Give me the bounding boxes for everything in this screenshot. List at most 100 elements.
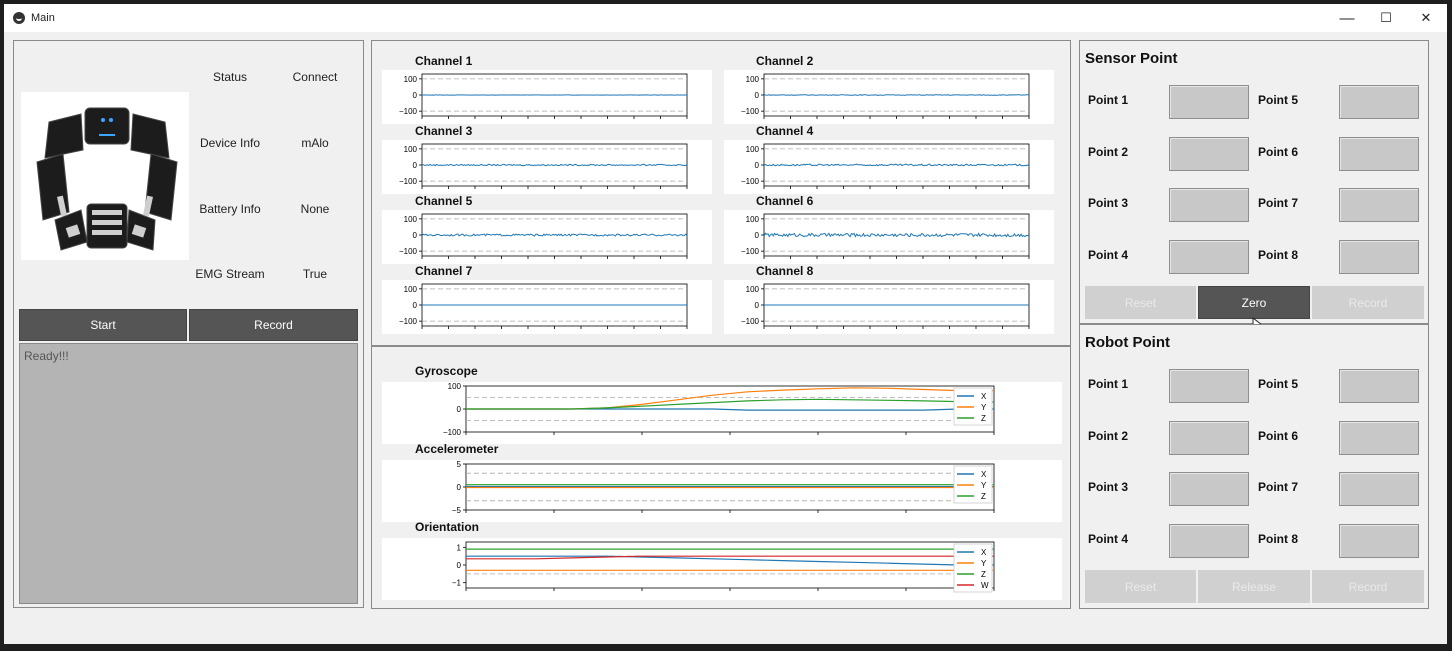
main-window: Main — ☐ ✕ (4, 4, 1447, 644)
sensor-point-8-label: Point 8 (1258, 247, 1299, 262)
device-info-label: Device Info (199, 136, 261, 150)
orientation-series-x-line (466, 555, 994, 566)
robot-point-2-label: Point 2 (1088, 428, 1129, 443)
record-button[interactable]: Record (189, 309, 358, 341)
channel-1-tick-label: 100 (404, 75, 418, 84)
orientation-tick-label: 0 (457, 561, 462, 570)
robot-point-7-label: Point 7 (1258, 480, 1299, 494)
channel-6-tick-label: 0 (755, 231, 760, 240)
log-output[interactable]: Ready!!! (19, 343, 358, 604)
channel-8-title: Channel 8 (756, 264, 814, 278)
sensor-point-4-button[interactable] (1169, 239, 1249, 274)
robot-point-8-label: Point 8 (1258, 531, 1299, 546)
accelerometer-legend-label: X (981, 470, 987, 479)
sensor-point-5-label: Point 5 (1258, 93, 1299, 107)
title-bar: Main — ☐ ✕ (4, 4, 1447, 32)
sensor-point-3-button[interactable] (1169, 188, 1249, 222)
robot-point-6-button[interactable] (1339, 420, 1419, 455)
window-title: Main (31, 12, 55, 24)
orientation-plot: 1 0 −1 X Y Z W (382, 538, 1062, 600)
gyroscope-tick-label: 100 (448, 382, 462, 391)
orientation-legend-label: X (981, 548, 987, 557)
accelerometer-chart-title: Accelerometer (415, 442, 499, 456)
sensor-point-8-button[interactable] (1339, 239, 1419, 274)
battery-info-label: Battery Info (199, 202, 261, 216)
sensor-point-7-button[interactable] (1339, 188, 1419, 222)
channel-5-plot: 100 0 −100 (382, 210, 712, 264)
accelerometer-tick-label: 5 (457, 460, 462, 469)
sensor-point-1-label: Point 1 (1088, 93, 1129, 107)
orientation-legend-label: Z (981, 570, 986, 579)
channel-3-tick-label: 0 (413, 161, 418, 170)
robot-point-7-button[interactable] (1339, 472, 1419, 506)
channel-5-tick-label: 100 (404, 215, 418, 224)
channel-3-signal-line (421, 163, 688, 167)
robot-point-3-label: Point 3 (1088, 480, 1129, 494)
channel-3-tick-label: 100 (404, 145, 418, 154)
emg-panel: Channel 1 100 0 −100 Channel 2 100 0 −100 Channe… (371, 40, 1071, 346)
imu-panel: Gyroscope 100 0 −100 X Y Z Accelerometer 5 0 −5 X Y Z… (371, 346, 1071, 609)
armband-device-image (21, 92, 189, 260)
channel-5-signal-line (421, 233, 688, 237)
sensor-record-button[interactable]: Record (1312, 286, 1424, 319)
robot-point-1-button[interactable] (1169, 369, 1249, 403)
robot-point-3-button[interactable] (1169, 472, 1249, 506)
channel-1-tick-label: 0 (413, 91, 418, 100)
device-info-value: mAlo (301, 136, 329, 150)
accelerometer-plot: 5 0 −5 X Y Z (382, 460, 1062, 522)
channel-6-title: Channel 6 (756, 194, 814, 208)
sensor-point-5-button[interactable] (1339, 85, 1419, 119)
channel-2-signal-line (764, 94, 1030, 96)
gyroscope-legend-label: X (981, 392, 987, 401)
orientation-legend-label: Y (981, 559, 987, 568)
robot-point-8-button[interactable] (1339, 523, 1419, 558)
robot-reset-button[interactable]: Reset (1085, 570, 1196, 603)
sensor-point-3-label: Point 3 (1088, 196, 1129, 210)
close-button[interactable]: ✕ (1420, 10, 1432, 25)
zero-button[interactable]: Zero (1198, 286, 1310, 319)
robot-point-5-label: Point 5 (1258, 377, 1299, 391)
channel-2-tick-label: 100 (746, 75, 760, 84)
app-icon (13, 12, 25, 24)
channel-7-tick-label: 0 (413, 301, 418, 310)
channel-4-plot: 100 0 −100 (724, 140, 1054, 194)
channel-7-plot: 100 0 −100 (382, 280, 712, 334)
channel-5-title: Channel 5 (415, 194, 473, 208)
channel-8-tick-label: −100 (741, 317, 760, 326)
gyroscope-tick-label: 0 (457, 405, 462, 414)
device-panel: Status Connect Device Info mAlo Battery … (13, 40, 364, 608)
sensor-point-6-label: Point 6 (1258, 144, 1299, 159)
start-button[interactable]: Start (19, 309, 187, 341)
accelerometer-tick-label: 0 (457, 483, 462, 492)
channel-2-title: Channel 2 (756, 54, 814, 68)
orientation-chart-title: Orientation (415, 520, 480, 534)
minimize-button[interactable]: — (1339, 9, 1355, 27)
channel-6-tick-label: −100 (741, 247, 760, 256)
sensor-point-2-button[interactable] (1169, 136, 1249, 171)
orientation-tick-label: 1 (457, 543, 462, 552)
sensor-point-4-label: Point 4 (1088, 247, 1129, 262)
channel-4-tick-label: −100 (741, 177, 760, 186)
release-button[interactable]: Release (1198, 570, 1310, 603)
channel-5-tick-label: 0 (413, 231, 418, 240)
maximize-button[interactable]: ☐ (1380, 10, 1392, 25)
channel-3-tick-label: −100 (399, 177, 418, 186)
robot-point-4-button[interactable] (1169, 523, 1249, 558)
channel-1-plot: 100 0 −100 (382, 70, 712, 124)
robot-point-panel: Robot Point Point 1 Point 2 Point 3 Point 4… (1079, 324, 1429, 609)
gyroscope-chart-title: Gyroscope (415, 364, 478, 378)
sensor-reset-button[interactable]: Reset (1085, 286, 1196, 319)
robot-record-button[interactable]: Record (1312, 570, 1424, 603)
channel-4-signal-line (763, 163, 1030, 167)
gyroscope-legend-label: Z (981, 414, 986, 423)
robot-point-6-label: Point 6 (1258, 428, 1299, 443)
sensor-point-6-button[interactable] (1339, 136, 1419, 171)
channel-2-plot: 100 0 −100 (724, 70, 1054, 124)
robot-point-2-button[interactable] (1169, 420, 1249, 455)
robot-point-4-label: Point 4 (1088, 531, 1129, 546)
sensor-point-1-button[interactable] (1169, 85, 1249, 119)
robot-point-5-button[interactable] (1339, 369, 1419, 403)
sensor-point-title: Sensor Point (1085, 50, 1178, 67)
channel-3-title: Channel 3 (415, 124, 473, 138)
channel-6-plot: 100 0 −100 (724, 210, 1054, 264)
